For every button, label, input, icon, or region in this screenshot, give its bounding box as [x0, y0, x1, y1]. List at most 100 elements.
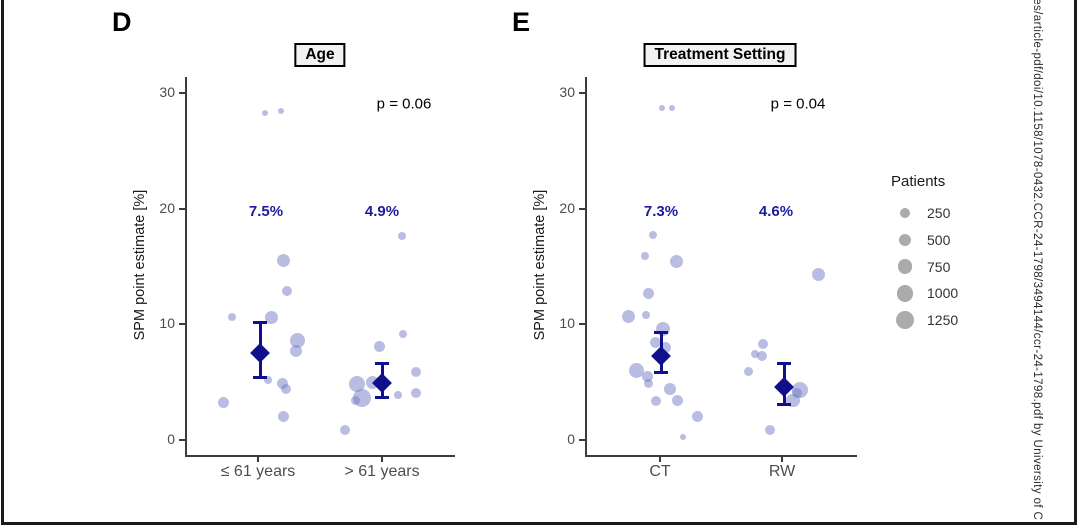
x-category-label: ≤ 61 years	[220, 463, 296, 480]
ci-upper-cap	[777, 361, 791, 365]
data-point	[649, 337, 661, 349]
data-point	[394, 391, 402, 399]
data-point	[811, 268, 825, 282]
data-point	[262, 109, 268, 116]
ci-upper-cap	[253, 321, 267, 325]
data-point	[411, 366, 421, 377]
x-axis-tick	[257, 456, 259, 462]
data-point	[642, 287, 654, 299]
y-axis-tick	[579, 439, 585, 441]
y-axis-tick	[179, 207, 185, 210]
data-point	[641, 370, 653, 382]
data-point	[680, 433, 686, 440]
data-point	[289, 333, 305, 349]
data-point	[671, 395, 683, 407]
legend-size-label: 250	[927, 205, 951, 221]
data-point	[349, 376, 365, 393]
x-category-label: CT	[649, 463, 671, 480]
data-point	[278, 108, 284, 115]
x-category-label: > 61 years	[344, 463, 420, 480]
y-axis-tick-label: 20	[159, 199, 175, 216]
estimate-label: 7.5%	[248, 203, 284, 220]
x-axis-tick	[781, 456, 783, 462]
legend-size-bubble	[898, 233, 912, 246]
y-axis-tick	[179, 323, 185, 326]
data-point	[641, 252, 649, 261]
legend-size-bubble	[895, 310, 915, 330]
data-point	[264, 310, 278, 324]
legend-size-label: 500	[927, 231, 951, 248]
data-point	[642, 311, 650, 320]
data-point	[399, 329, 407, 338]
legend-size-bubble	[896, 284, 914, 302]
panel-d-letter: D	[112, 7, 132, 37]
data-point	[659, 105, 665, 112]
y-axis-tick-label: 20	[559, 199, 575, 216]
data-point	[290, 344, 302, 357]
data-point	[669, 105, 675, 112]
data-point	[398, 232, 406, 241]
y-axis-title: SPM point estimate [%]	[132, 189, 148, 341]
estimate-label: 7.3%	[643, 203, 679, 220]
legend-size-label: 1250	[927, 312, 959, 328]
data-point	[691, 411, 703, 423]
y-axis-tick-label: 10	[159, 315, 175, 332]
data-point	[373, 340, 385, 352]
data-point	[765, 424, 775, 435]
y-axis-tick-label: 0	[167, 431, 175, 447]
data-point	[281, 384, 291, 395]
ci-lower-cap	[777, 403, 791, 407]
ci-upper-cap	[654, 331, 668, 335]
y-axis-title: SPM point estimate [%]	[532, 189, 548, 341]
x-axis-line	[185, 455, 455, 457]
data-point	[277, 411, 289, 423]
estimate-label: 4.6%	[758, 203, 794, 220]
y-axis-line	[585, 77, 587, 456]
data-point	[282, 285, 292, 296]
data-point	[659, 341, 671, 353]
x-category-label: RW	[768, 463, 796, 480]
x-axis-tick	[659, 456, 661, 462]
data-point	[340, 424, 350, 435]
legend-size-label: 1000	[927, 285, 959, 302]
data-point	[651, 395, 661, 406]
data-point	[350, 396, 360, 406]
y-axis-line	[185, 77, 187, 456]
y-axis-tick	[179, 439, 185, 441]
data-point	[649, 231, 657, 240]
data-point	[276, 254, 290, 268]
legend-title: Patients	[891, 173, 946, 190]
legend-size-label: 750	[927, 258, 951, 275]
data-point	[217, 397, 229, 409]
estimate-label: 4.9%	[364, 203, 400, 220]
panel-e-letter: E	[512, 7, 531, 37]
data-point	[228, 313, 236, 322]
pdf-download-watermark: res/article-pdf/doi/10.1158/1078-0432.CC…	[1031, 0, 1043, 521]
ci-upper-cap	[375, 361, 389, 365]
x-axis-line	[585, 455, 857, 457]
data-point	[276, 377, 288, 389]
data-point	[264, 375, 272, 384]
data-point	[669, 255, 683, 269]
data-point	[628, 363, 644, 379]
y-axis-tick	[579, 323, 585, 326]
p-value-label: p = 0.06	[376, 95, 432, 113]
x-axis-tick	[381, 456, 383, 462]
y-axis-tick-label: 30	[559, 83, 575, 100]
data-point	[411, 387, 421, 398]
y-axis-tick-label: 30	[159, 83, 175, 100]
y-axis-tick	[579, 91, 585, 94]
y-axis-tick-label: 10	[559, 315, 575, 332]
data-point	[743, 367, 753, 377]
data-point	[664, 383, 676, 396]
ci-lower-cap	[375, 396, 389, 400]
y-axis-tick	[179, 91, 185, 94]
data-point	[757, 350, 767, 361]
p-value-label: p = 0.04	[770, 95, 826, 113]
legend-size-bubble	[897, 259, 913, 274]
y-axis-tick	[579, 207, 585, 210]
panel-title: Age	[294, 43, 346, 67]
panel-title: Treatment Setting	[643, 43, 797, 67]
